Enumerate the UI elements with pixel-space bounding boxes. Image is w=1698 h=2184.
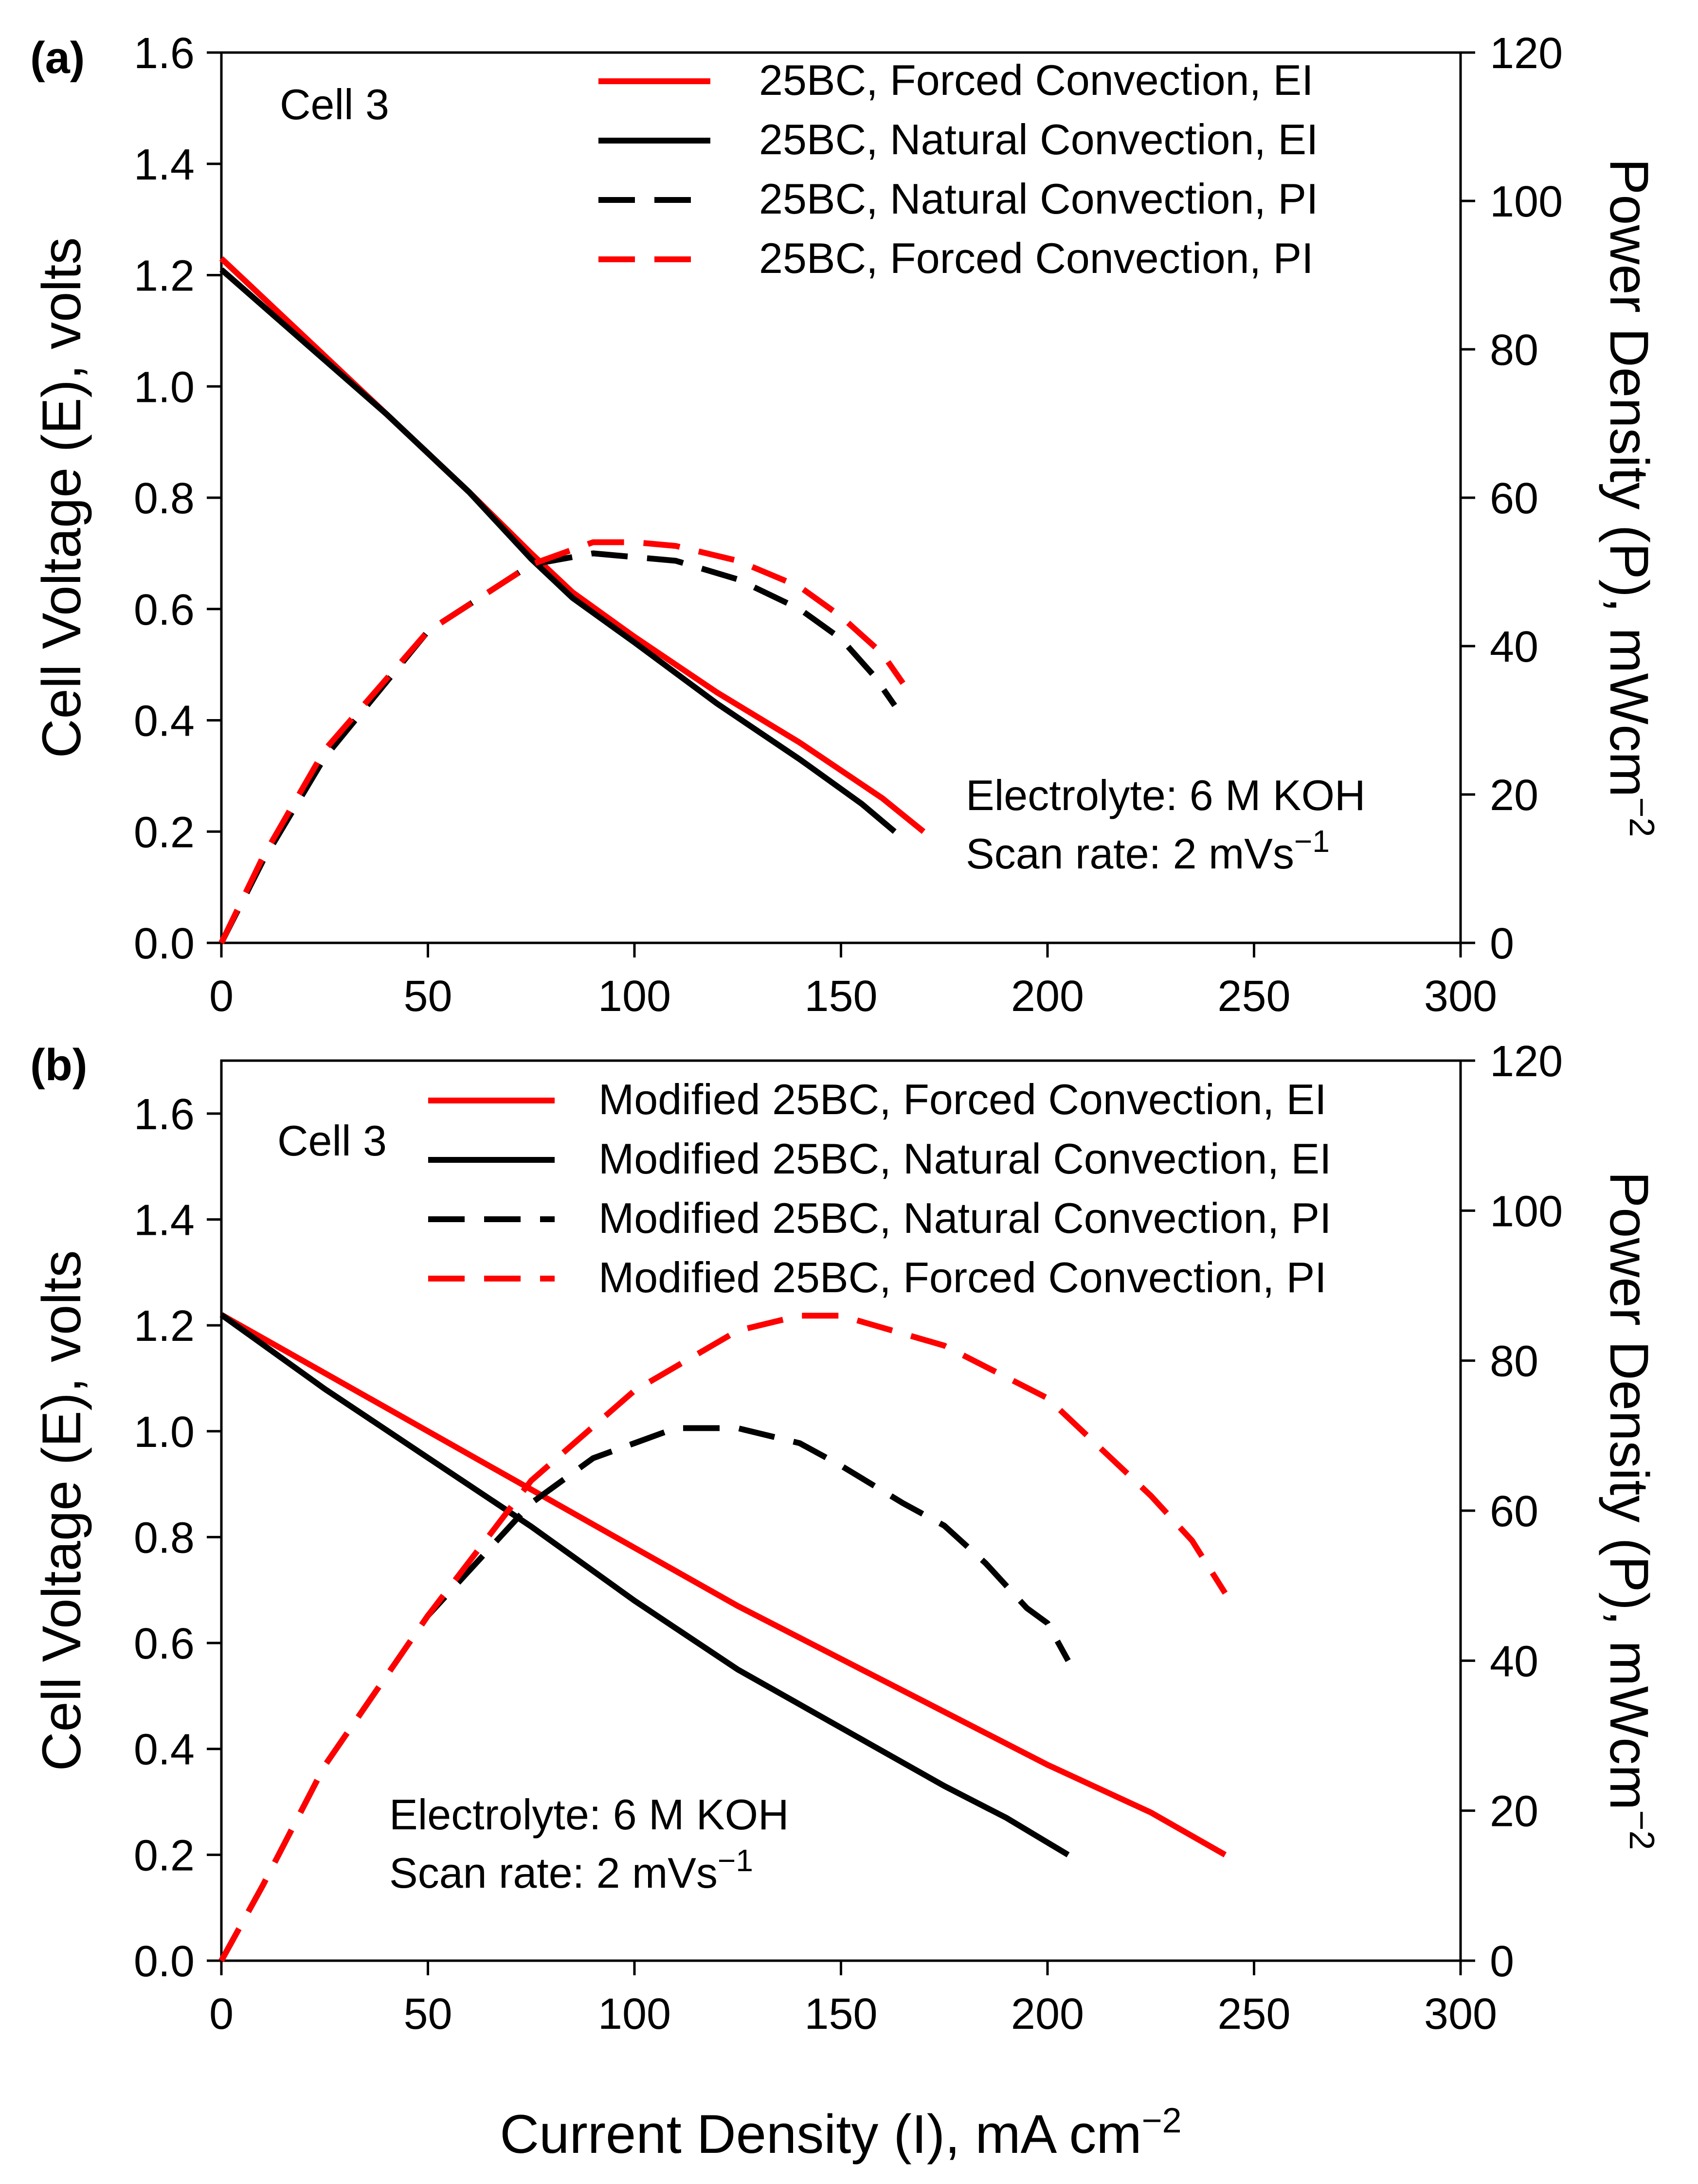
legend-label-1: Modified 25BC, Forced Convection, EI <box>598 1075 1327 1123</box>
legend-label-1: 25BC, Forced Convection, EI <box>759 56 1314 104</box>
legend-label-3: 25BC, Natural Convection, PI <box>759 175 1318 223</box>
panel-b-note-scan-rate: Scan rate: 2 mVs−1 <box>389 1843 753 1897</box>
panel-b-y2-axis-label: Power Density (P), mWcm−2 <box>1599 1171 1661 1850</box>
panel-a: (a) 0 50 100 150 200 250 300 0.00.20.40.60.81.… <box>30 29 1661 1021</box>
y-tick-label: 0.4 <box>134 697 195 746</box>
panel-b-series <box>218 1312 1228 1962</box>
x-tick-label: 250 <box>1217 1990 1290 2039</box>
y-tick-label: 1.4 <box>134 1196 195 1245</box>
x-tick-label: 0 <box>209 1990 234 2039</box>
series-line-3 <box>218 550 897 944</box>
panel-b-y2-ticks: 0 20 40 60 80 100 120 <box>1461 1037 1563 1986</box>
series-line-4 <box>218 1313 1228 1962</box>
y2-tick-label: 80 <box>1490 1337 1538 1386</box>
y-tick-label: 1.4 <box>134 141 195 189</box>
y2-tick-label: 40 <box>1490 1637 1538 1686</box>
y2-tick-label: 20 <box>1490 771 1538 820</box>
panel-b-y-axis-label: Cell Voltage (E), volts <box>31 1250 92 1771</box>
panel-b-x-axis-label: Current Density (I), mA cm−2 <box>500 2101 1181 2165</box>
y2-tick-label: 0 <box>1490 1937 1514 1986</box>
y-tick-label: 0.0 <box>134 1937 195 1986</box>
y-tick-label: 1.6 <box>134 29 195 78</box>
panel-a-y2-axis-label-sup: −2 <box>1622 797 1661 837</box>
series-line-1 <box>220 1312 1227 1858</box>
y2-tick-label: 60 <box>1490 474 1538 523</box>
x-tick-label: 150 <box>804 972 877 1021</box>
panel-b-label: (b) <box>30 1040 87 1090</box>
panel-b-note-scan-rate-sup: −1 <box>718 1843 753 1878</box>
y2-tick-label: 0 <box>1490 920 1514 968</box>
y2-tick-label: 100 <box>1490 178 1563 226</box>
x-tick-label: 100 <box>598 972 671 1021</box>
y2-tick-label: 80 <box>1490 326 1538 375</box>
panel-a-legend: 25BC, Forced Convection, EI 25BC, Natural… <box>598 56 1318 282</box>
panel-a-note-scan-rate-text: Scan rate: 2 mVs <box>966 830 1294 878</box>
panel-b-x-axis-label-text: Current Density (I), mA cm <box>500 2104 1141 2165</box>
y-tick-label: 1.2 <box>134 1302 195 1351</box>
panel-a-y-axis-label: Cell Voltage (E), volts <box>31 237 92 758</box>
panel-a-y2-ticks: 0 20 40 60 80 100 120 <box>1461 29 1563 968</box>
y-tick-label: 0.6 <box>134 586 195 634</box>
panel-b-x-axis-label-sup: −2 <box>1142 2101 1182 2140</box>
panel-b-legend: Modified 25BC, Forced Convection, EI Modi… <box>428 1075 1332 1301</box>
panel-a-x-ticks: 0 50 100 150 200 250 300 <box>209 943 1497 1021</box>
x-tick-label: 250 <box>1217 972 1290 1021</box>
legend-label-4: 25BC, Forced Convection, PI <box>759 234 1314 282</box>
panel-a-annotation: Cell 3 <box>280 80 389 128</box>
legend-label-2: Modified 25BC, Natural Convection, EI <box>598 1135 1332 1183</box>
panel-b-y2-axis-label-text: Power Density (P), mWcm <box>1599 1171 1660 1810</box>
y-tick-label: 1.0 <box>134 363 195 412</box>
x-tick-label: 0 <box>209 972 234 1021</box>
y2-tick-label: 120 <box>1490 29 1563 78</box>
y2-tick-label: 40 <box>1490 623 1538 671</box>
panel-a-y-ticks: 0.0 0.2 0.4 0.6 0.8 1.0 1.2 1.4 1.6 <box>134 29 221 968</box>
y-tick-label: 0.6 <box>134 1620 195 1668</box>
panel-b-note-electrolyte: Electrolyte: 6 M KOH <box>389 1790 789 1839</box>
legend-label-4: Modified 25BC, Forced Convection, PI <box>598 1253 1327 1301</box>
x-tick-label: 200 <box>1011 972 1084 1021</box>
panel-b-x-ticks: 0 50 100 150 200 250 300 <box>209 1961 1497 2039</box>
panel-a-note-scan-rate: Scan rate: 2 mVs−1 <box>966 824 1330 878</box>
panel-b-note-scan-rate-text: Scan rate: 2 mVs <box>389 1849 718 1897</box>
y2-tick-label: 60 <box>1490 1487 1538 1536</box>
y-tick-label: 0.2 <box>134 1831 195 1880</box>
panel-a-series <box>218 256 926 944</box>
panel-b-y-ticks: 0.0 0.2 0.4 0.6 0.8 1.0 1.2 1.4 1.6 <box>134 1090 221 1986</box>
x-tick-label: 100 <box>598 1990 671 2039</box>
panel-a-note-electrolyte: Electrolyte: 6 M KOH <box>966 771 1366 819</box>
panel-b-annotation: Cell 3 <box>277 1117 387 1165</box>
y-tick-label: 0.0 <box>134 920 195 968</box>
series-line-2 <box>219 1312 1070 1858</box>
y-tick-label: 0.2 <box>134 808 195 857</box>
y-tick-label: 1.6 <box>134 1090 195 1139</box>
x-tick-label: 50 <box>403 1990 452 2039</box>
legend-label-2: 25BC, Natural Convection, EI <box>759 115 1318 163</box>
x-tick-label: 300 <box>1424 1990 1497 2039</box>
y-tick-label: 0.8 <box>134 474 195 523</box>
y-tick-label: 0.8 <box>134 1514 195 1562</box>
panel-a-y2-axis-label: Power Density (P), mWcm−2 <box>1599 158 1661 837</box>
y2-tick-label: 120 <box>1490 1037 1563 1086</box>
panel-a-y2-axis-label-text: Power Density (P), mWcm <box>1599 158 1660 797</box>
x-tick-label: 200 <box>1011 1990 1084 2039</box>
y-tick-label: 0.4 <box>134 1726 195 1774</box>
panel-b: (b) 0 50 100 150 200 250 300 0.00.20.40.60.81.… <box>30 1037 1661 2165</box>
x-tick-label: 50 <box>403 972 452 1021</box>
y-tick-label: 1.0 <box>134 1408 195 1457</box>
y2-tick-label: 100 <box>1490 1187 1563 1236</box>
x-tick-label: 300 <box>1424 972 1497 1021</box>
legend-label-3: Modified 25BC, Natural Convection, PI <box>598 1194 1332 1242</box>
panel-b-y2-axis-label-sup: −2 <box>1622 1810 1661 1850</box>
panel-a-label: (a) <box>30 33 85 83</box>
y2-tick-label: 20 <box>1490 1787 1538 1836</box>
series-line-1 <box>219 256 926 834</box>
y-tick-label: 1.2 <box>134 252 195 301</box>
panel-a-note-scan-rate-sup: −1 <box>1294 824 1330 859</box>
series-line-2 <box>219 267 897 834</box>
x-tick-label: 150 <box>804 1990 877 2039</box>
